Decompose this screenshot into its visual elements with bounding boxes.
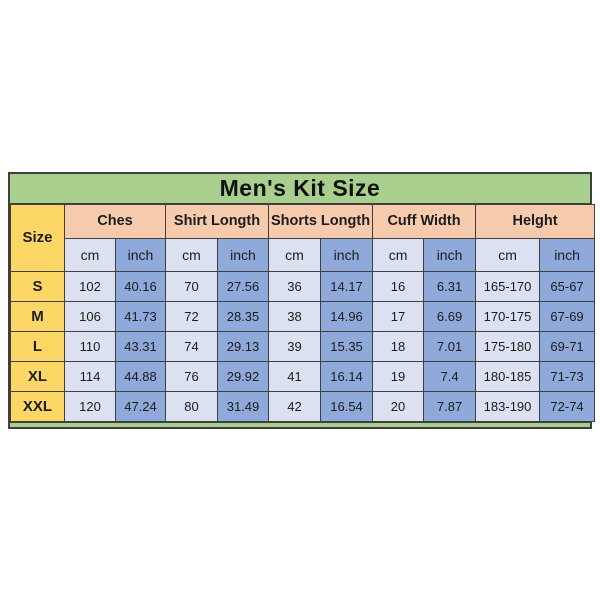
value-cell: 31.49 <box>216 390 270 422</box>
group-header: Helght <box>475 203 596 239</box>
value-cell: 6.31 <box>423 270 477 302</box>
size-cell: XL <box>10 360 65 392</box>
value-cell: 44.88 <box>115 360 166 392</box>
unit-header: cm <box>372 237 425 272</box>
table-row: XXL 120 47.24 80 31.49 42 16.54 20 7.87 183-190 72… <box>10 390 596 422</box>
value-cell: 14.17 <box>320 270 374 302</box>
value-cell: 180-185 <box>475 360 541 392</box>
size-corner-header: Size <box>10 203 65 272</box>
unit-header: inch <box>539 237 596 272</box>
size-cell: XXL <box>10 390 65 422</box>
value-cell: 65-67 <box>539 270 596 302</box>
unit-header: cm <box>268 237 322 272</box>
value-cell: 15.35 <box>320 330 374 362</box>
value-cell: 183-190 <box>475 390 541 422</box>
size-chart: Men's Kit Size Size Ches Shirt Longth Short… <box>8 171 596 429</box>
size-cell: S <box>10 270 65 302</box>
table-row: L 110 43.31 74 29.13 39 15.35 18 7.01 175-180 69-7… <box>10 330 596 362</box>
value-cell: 72-74 <box>539 390 596 422</box>
value-cell: 36 <box>268 270 322 302</box>
chart-title: Men's Kit Size <box>10 173 590 204</box>
value-cell: 7.01 <box>423 330 477 362</box>
value-cell: 39 <box>268 330 322 362</box>
value-cell: 28.35 <box>216 300 270 332</box>
size-cell: L <box>10 330 65 362</box>
unit-header: inch <box>115 237 166 272</box>
group-header: Shorts Longth <box>268 203 374 239</box>
value-cell: 67-69 <box>539 300 596 332</box>
group-header: Ches <box>64 203 166 239</box>
value-cell: 76 <box>165 360 218 392</box>
bottom-green-strip <box>10 421 590 427</box>
value-cell: 74 <box>165 330 218 362</box>
value-cell: 7.4 <box>423 360 477 392</box>
value-cell: 42 <box>268 390 322 422</box>
group-header: Cuff Width <box>372 203 477 239</box>
value-cell: 16 <box>372 270 425 302</box>
value-cell: 20 <box>372 390 425 422</box>
value-cell: 69-71 <box>539 330 596 362</box>
table-head: Size Ches Shirt Longth Shorts Longth Cuff Wi… <box>10 203 596 272</box>
unit-header: inch <box>216 237 270 272</box>
table-row: XL 114 44.88 76 29.92 41 16.14 19 7.4 180-185 71-7… <box>10 360 596 392</box>
size-cell: M <box>10 300 65 332</box>
group-header: Shirt Longth <box>164 203 270 239</box>
value-cell: 70 <box>165 270 218 302</box>
value-cell: 120 <box>64 390 116 422</box>
value-cell: 80 <box>165 390 218 422</box>
value-cell: 43.31 <box>115 330 166 362</box>
value-cell: 114 <box>64 360 116 392</box>
value-cell: 14.96 <box>320 300 374 332</box>
value-cell: 71-73 <box>539 360 596 392</box>
table-body: S 102 40.16 70 27.56 36 14.17 16 6.31 165-170 65-6… <box>10 270 596 422</box>
value-cell: 6.69 <box>423 300 477 332</box>
value-cell: 16.54 <box>320 390 374 422</box>
value-cell: 18 <box>372 330 425 362</box>
unit-header: inch <box>320 237 374 272</box>
value-cell: 19 <box>372 360 425 392</box>
value-cell: 29.13 <box>216 330 270 362</box>
unit-header: cm <box>64 237 116 272</box>
value-cell: 16.14 <box>320 360 374 392</box>
value-cell: 165-170 <box>475 270 541 302</box>
value-cell: 47.24 <box>115 390 166 422</box>
value-cell: 40.16 <box>115 270 166 302</box>
value-cell: 7.87 <box>423 390 477 422</box>
value-cell: 106 <box>64 300 116 332</box>
unit-header: cm <box>475 237 541 272</box>
table-row: M 106 41.73 72 28.35 38 14.96 17 6.69 170-175 67-6… <box>10 300 596 332</box>
value-cell: 41.73 <box>115 300 166 332</box>
value-cell: 38 <box>268 300 322 332</box>
size-table: Size Ches Shirt Longth Shorts Longth Cuff Wi… <box>10 203 596 422</box>
value-cell: 29.92 <box>216 360 270 392</box>
value-cell: 27.56 <box>216 270 270 302</box>
value-cell: 110 <box>64 330 116 362</box>
value-cell: 102 <box>64 270 116 302</box>
value-cell: 170-175 <box>475 300 541 332</box>
table-row: S 102 40.16 70 27.56 36 14.17 16 6.31 165-170 65-6… <box>10 270 596 302</box>
value-cell: 72 <box>165 300 218 332</box>
value-cell: 175-180 <box>475 330 541 362</box>
unit-header: inch <box>423 237 477 272</box>
unit-header: cm <box>165 237 218 272</box>
value-cell: 41 <box>268 360 322 392</box>
value-cell: 17 <box>372 300 425 332</box>
